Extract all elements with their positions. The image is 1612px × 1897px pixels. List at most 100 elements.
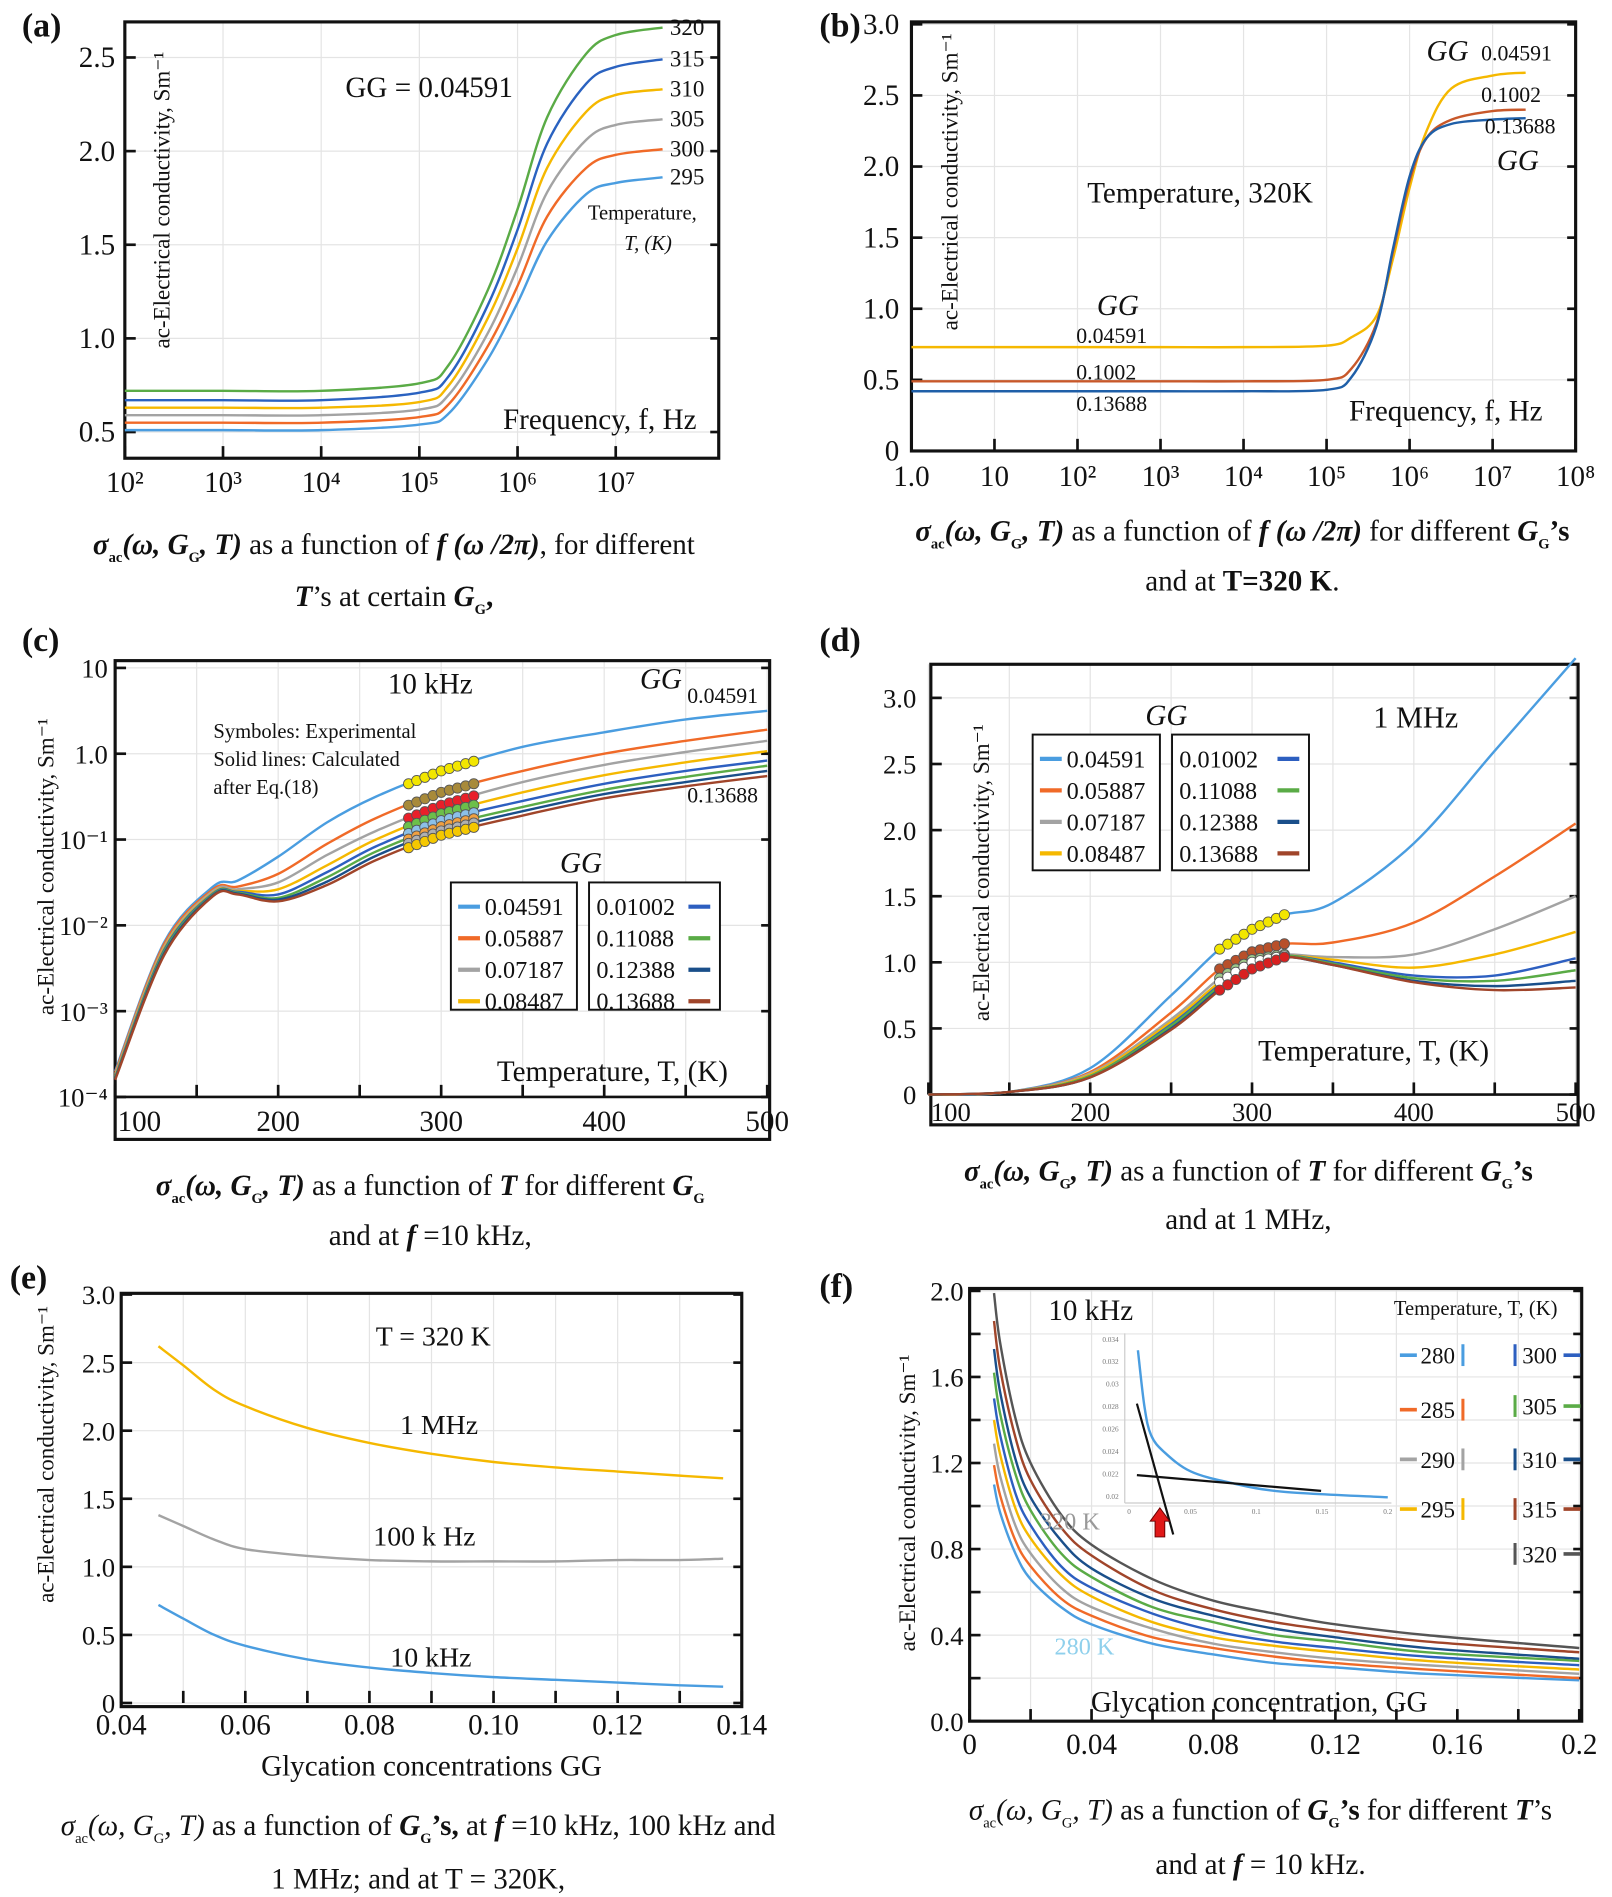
caption-segment: G	[475, 602, 486, 618]
x-tick-label: 0	[962, 1729, 977, 1761]
caption-segment: at	[459, 1810, 495, 1842]
y-tick-label: 2.5	[863, 80, 899, 112]
caption-segment: G	[168, 529, 189, 561]
y-tick-label: 3.0	[883, 684, 916, 714]
series-line-0.04591	[114, 709, 768, 1072]
plot-frame	[123, 20, 721, 460]
caption-segment: G	[1307, 1794, 1328, 1826]
legend-label: 0.01002	[1179, 746, 1258, 773]
caption-segment: σ	[969, 1794, 985, 1826]
x-axis-label: Temperature, T, (K)	[497, 1056, 728, 1088]
y-tick-label: 2.5	[82, 1348, 115, 1378]
legend-label: 295	[1420, 1497, 1455, 1523]
legend-label: 0.13688	[596, 989, 675, 1016]
series-line-305	[124, 118, 663, 417]
caption-segment: for different	[1360, 1794, 1515, 1826]
inset-x-tick-label: 0.1	[1252, 1508, 1261, 1516]
caption-segment: for different	[1362, 516, 1517, 548]
caption-segment: for different	[1325, 1156, 1480, 1188]
inset-y-tick-label: 0.02	[1106, 1493, 1119, 1501]
legend-box	[588, 881, 721, 1011]
y-tick-label: 0.5	[82, 1621, 115, 1651]
series-label: 100 k Hz	[373, 1521, 475, 1552]
experimental-point	[1278, 909, 1290, 921]
x-tick-label: 0.2	[1561, 1729, 1597, 1761]
experimental-point	[1238, 928, 1250, 940]
plot-frame	[113, 659, 772, 1141]
inset-y-tick-label: 0.032	[1102, 1358, 1119, 1366]
chart-d: 100 200 300 400 500 0 0.5 1.0 1.5 2.0 2.5 3.0 GG 1 MH…	[883, 657, 1596, 1127]
series-line-310	[124, 88, 663, 410]
caption-segment: G	[1517, 516, 1538, 548]
y-tick-label: 2.5	[79, 42, 115, 74]
legend-label: 0.13688	[1179, 841, 1258, 868]
frequency-annotation: 1 MHz	[1373, 700, 1458, 734]
caption-segment: as a function of	[205, 1810, 400, 1842]
x-tick-label: 10⁵	[1307, 461, 1346, 493]
y-tick-label: 1.5	[79, 229, 115, 261]
y-axis-label: ac-Electrical conductivity, Sm⁻¹	[149, 52, 175, 349]
x-tick-label: 0.08	[344, 1710, 395, 1742]
y-tick-label: 1.0	[79, 323, 115, 355]
caption-segment: ac	[109, 550, 123, 566]
y-tick-label: 1.0	[863, 293, 899, 325]
y-tick-label: 0.4	[930, 1621, 963, 1651]
y-axis-label: ac-Electrical conductivity, Sm⁻¹	[894, 1354, 920, 1651]
caption-segment: σ	[93, 529, 110, 561]
legend-label: 0.12388	[1179, 809, 1258, 836]
panel-label-c: (c)	[22, 622, 60, 659]
caption-segment: 1 MHz; and at T = 320K,	[271, 1863, 565, 1895]
inset-y-tick-label: 0.026	[1102, 1425, 1119, 1433]
series-label: 1 MHz	[400, 1410, 478, 1441]
series-line-320	[124, 26, 663, 393]
y-tick-label: 1.0	[883, 948, 916, 978]
legend-label: 290	[1420, 1447, 1455, 1473]
legend-label: 0.12388	[596, 957, 675, 984]
caption-segment: G	[1328, 1815, 1339, 1831]
y-tick-label: 0.0	[930, 1707, 963, 1737]
x-tick-label: 500	[1556, 1097, 1596, 1127]
y-tick-label: 0.5	[883, 1014, 916, 1044]
caption-segment: =10 kHz,	[416, 1220, 532, 1252]
experimental-point	[1278, 938, 1290, 950]
caption-segment: , for different	[540, 529, 695, 561]
series-line-0.1002	[911, 108, 1526, 383]
x-tick-label: 400	[582, 1106, 626, 1138]
legend-title: GG	[1145, 700, 1187, 732]
legend-label: 285	[1420, 1397, 1455, 1423]
caption-segment: , T)	[199, 529, 242, 561]
x-tick-label: 10²	[1059, 461, 1097, 493]
experimental-point	[1222, 938, 1234, 950]
inset-tangent-line	[1135, 1403, 1175, 1535]
inset-y-tick-label: 0.022	[1102, 1470, 1119, 1478]
gg-label: GG	[640, 664, 682, 696]
y-tick-label: 1.5	[82, 1484, 115, 1514]
x-tick-label: 0.08	[1188, 1729, 1239, 1761]
gg-label: GG	[1427, 36, 1469, 68]
series-label: 0.1002	[1076, 360, 1136, 384]
inset-y-tick-label: 0.03	[1106, 1381, 1119, 1389]
red-arrow-icon	[1149, 1507, 1171, 1538]
caption-segment: ,	[486, 581, 493, 613]
caption-segment: f (ω /2π)	[1259, 516, 1362, 548]
caption-segment: (ω,	[122, 529, 167, 561]
legend-label: 315	[1522, 1497, 1557, 1523]
x-tick-label: 10⁷	[596, 467, 635, 499]
inset-x-tick-label: 0.2	[1383, 1508, 1392, 1516]
caption-segment: and at	[329, 1220, 407, 1252]
legend-label: 280	[1420, 1343, 1455, 1369]
caption-segment: (ω,	[945, 516, 990, 548]
frequency-annotation: 10 kHz	[388, 668, 473, 700]
caption-segment: (ω, G	[88, 1810, 154, 1842]
y-axis-label: ac-Electrical conductivity, Sm⁻¹	[32, 718, 58, 1015]
series-label: 320	[670, 14, 705, 40]
series-line-280	[992, 1484, 1580, 1682]
x-tick-label: 10³	[204, 467, 242, 499]
inset-x-tick-label: 0.15	[1316, 1508, 1329, 1516]
caption-segment: ’s	[1533, 1794, 1552, 1826]
panel-label-f: (f)	[819, 1268, 853, 1305]
legend-title: GG	[560, 848, 602, 880]
caption-segment: σ	[61, 1810, 77, 1842]
y-tick-label: 0.8	[930, 1535, 963, 1565]
